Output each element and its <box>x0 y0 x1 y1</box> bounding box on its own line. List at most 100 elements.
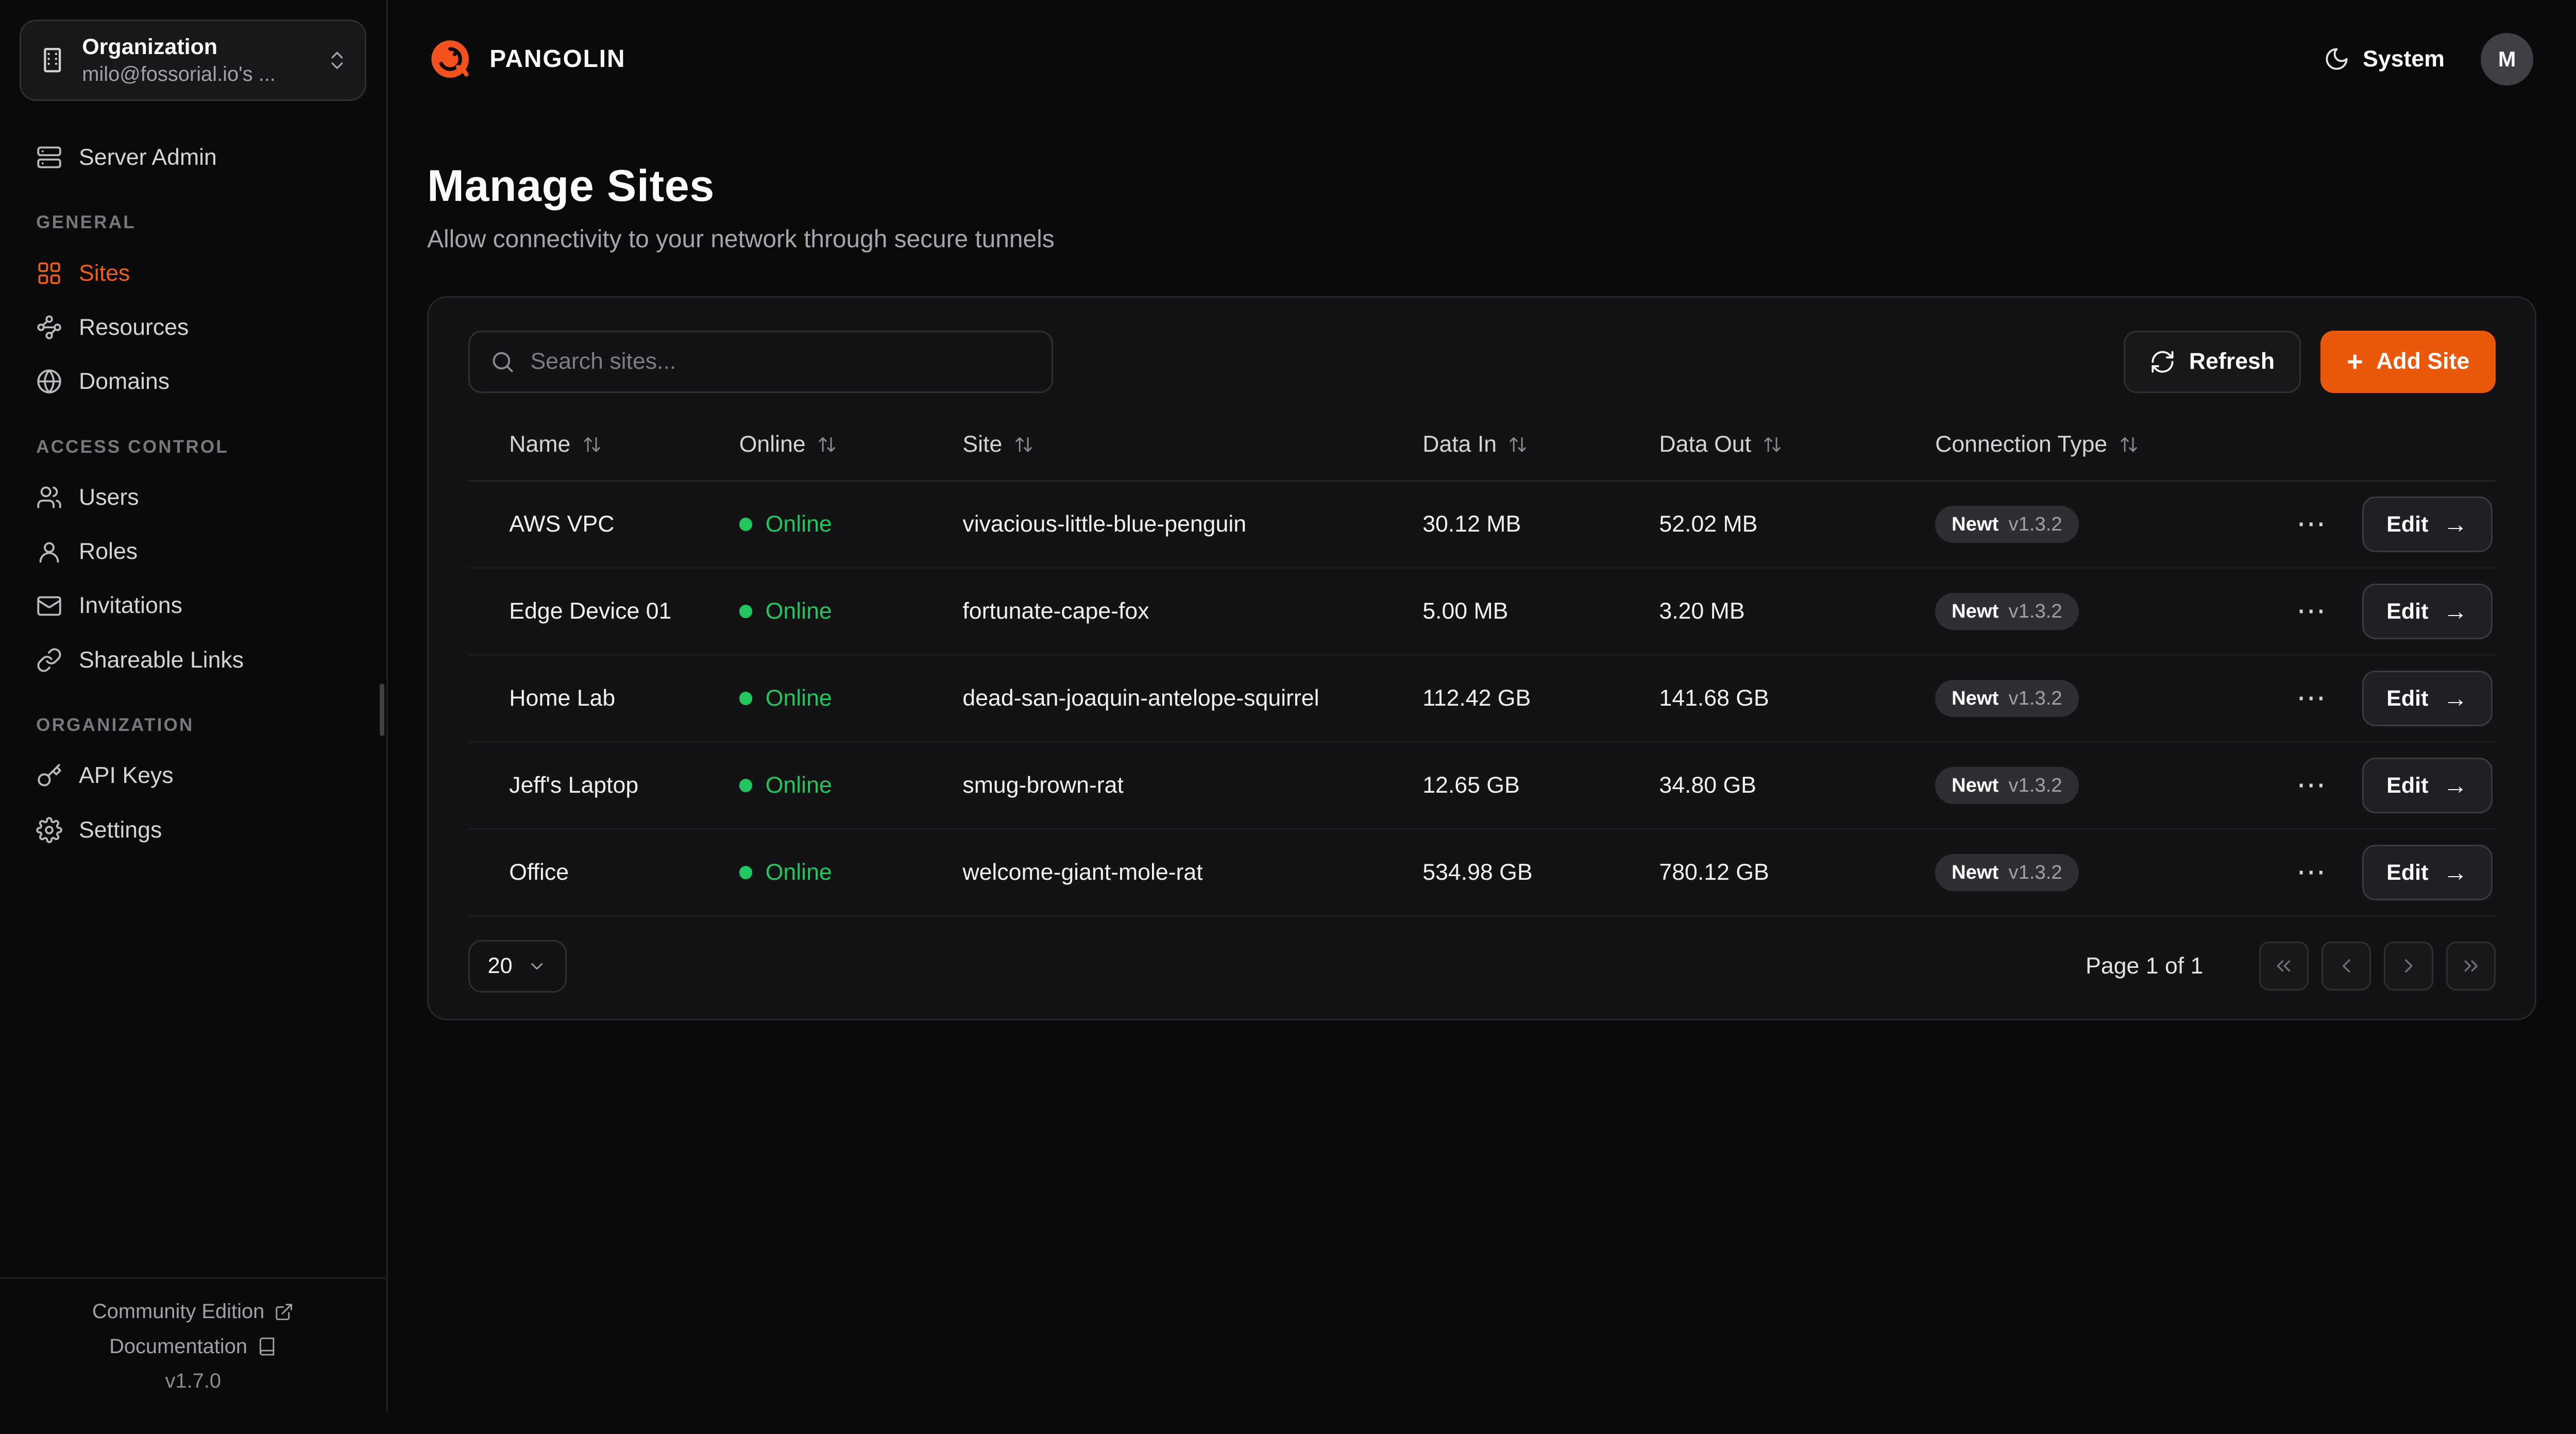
site-name: AWS VPC <box>509 511 615 537</box>
data-in-value: 12.65 GB <box>1422 773 1520 798</box>
brand-name: PANGOLIN <box>489 45 626 73</box>
moon-icon <box>2326 48 2348 70</box>
search-icon <box>493 352 513 372</box>
table-row: Home Lab Online dead-san-joaquin-antelop… <box>468 656 2496 743</box>
sidebar-footer: Community Edition Documentation v1.7.0 <box>0 1277 386 1412</box>
row-menu-button[interactable]: ⋯ <box>2290 767 2332 804</box>
book-icon <box>260 1337 275 1356</box>
previous-page-button[interactable] <box>2321 941 2371 991</box>
building-icon <box>44 48 61 73</box>
server-icon <box>37 146 61 168</box>
sidebar-item-resources[interactable]: Resources <box>20 300 366 354</box>
chevrons-left-icon <box>2277 960 2291 972</box>
page-size-select[interactable]: 20 <box>468 940 567 993</box>
sidebar-item-sites[interactable]: Sites <box>20 246 366 300</box>
chevron-down-icon <box>531 963 543 969</box>
org-switcher[interactable]: Organization milo@fossorial.io's ... <box>20 20 367 101</box>
row-menu-button[interactable]: ⋯ <box>2290 680 2332 716</box>
data-out-value: 3.20 MB <box>1659 599 1745 624</box>
arrow-right-icon: → <box>2443 598 2468 625</box>
site-online-status: Online <box>739 860 963 885</box>
first-page-button[interactable] <box>2259 941 2309 991</box>
site-slug: welcome-giant-mole-rat <box>962 860 1203 885</box>
row-menu-button[interactable]: ⋯ <box>2290 506 2332 542</box>
table-header-row: Name Online Site Data In <box>468 409 2496 482</box>
row-actions: ⋯ Edit → <box>2290 496 2496 553</box>
sort-icon <box>2120 437 2137 452</box>
gear-icon <box>36 817 62 843</box>
data-in-value: 534.98 GB <box>1422 860 1533 885</box>
site-slug: dead-san-joaquin-antelope-squirrel <box>962 686 1319 711</box>
next-page-button[interactable] <box>2384 941 2433 991</box>
sidebar-item-label: Server Admin <box>79 144 217 170</box>
online-dot-icon <box>739 605 753 618</box>
sidebar-item-settings[interactable]: Settings <box>20 803 366 857</box>
data-in-value: 5.00 MB <box>1422 599 1509 624</box>
column-header-name[interactable]: Name <box>509 432 739 457</box>
column-header-site[interactable]: Site <box>962 432 1422 457</box>
sidebar-item-roles[interactable]: Roles <box>20 525 366 579</box>
edit-button[interactable]: Edit → <box>2362 583 2493 640</box>
community-edition-label: Community Edition <box>92 1300 265 1323</box>
site-online-status: Online <box>739 773 963 798</box>
column-header-connection-type[interactable]: Connection Type <box>1935 432 2496 457</box>
sidebar-item-shareable-links[interactable]: Shareable Links <box>20 633 366 687</box>
sites-grid-icon <box>38 262 60 284</box>
sidebar-item-users[interactable]: Users <box>20 470 366 524</box>
sidebar: Organization milo@fossorial.io's ... Ser… <box>0 0 388 1413</box>
sidebar-item-domains[interactable]: Domains <box>20 354 366 408</box>
edit-button[interactable]: Edit → <box>2362 670 2493 727</box>
connection-type-cell: Newt v1.3.2 <box>1935 767 2290 804</box>
refresh-button[interactable]: Refresh <box>2123 330 2301 393</box>
row-menu-button[interactable]: ⋯ <box>2290 855 2332 891</box>
last-page-button[interactable] <box>2446 941 2496 991</box>
avatar[interactable]: M <box>2481 32 2534 86</box>
edit-button[interactable]: Edit → <box>2362 757 2493 814</box>
connection-type-cell: Newt v1.3.2 <box>1935 506 2290 543</box>
topbar: PANGOLIN System M <box>388 0 2576 118</box>
edit-button[interactable]: Edit → <box>2362 496 2493 553</box>
sidebar-scrollbar-thumb[interactable] <box>379 683 385 736</box>
section-title-general: GENERAL <box>36 212 136 233</box>
section-title-access-control: ACCESS CONTROL <box>36 436 229 457</box>
site-name: Edge Device 01 <box>509 599 672 624</box>
search-input[interactable] <box>530 349 1032 375</box>
sites-card: Refresh + Add Site Name <box>427 296 2537 1020</box>
column-header-online[interactable]: Online <box>739 432 963 457</box>
online-dot-icon <box>739 518 753 531</box>
column-header-data-in[interactable]: Data In <box>1422 432 1659 457</box>
arrow-right-icon: → <box>2443 772 2468 799</box>
sidebar-item-label: Invitations <box>79 593 182 619</box>
arrow-right-icon: → <box>2443 859 2468 886</box>
ellipsis-icon: ⋯ <box>2296 681 2326 715</box>
data-in-value: 112.42 GB <box>1422 686 1531 711</box>
documentation-link[interactable]: Documentation <box>109 1335 277 1358</box>
toolbar-actions: Refresh + Add Site <box>2123 330 2496 393</box>
sidebar-item-invitations[interactable]: Invitations <box>20 579 366 633</box>
sort-icon <box>819 437 835 452</box>
theme-toggle[interactable]: System <box>2324 46 2445 72</box>
main-area: PANGOLIN System M Manage Sites Allow con… <box>388 0 2576 1412</box>
sidebar-item-server-admin[interactable]: Server Admin <box>20 130 366 184</box>
ellipsis-icon: ⋯ <box>2296 769 2326 802</box>
documentation-label: Documentation <box>109 1335 248 1358</box>
sidebar-item-label: Users <box>79 484 139 510</box>
sidebar-item-api-keys[interactable]: API Keys <box>20 749 366 803</box>
site-online-status: Online <box>739 599 963 624</box>
connection-type-badge: Newt v1.3.2 <box>1935 680 2079 717</box>
external-link-icon <box>276 1304 293 1320</box>
add-site-label: Add Site <box>2376 349 2470 374</box>
brand: PANGOLIN <box>427 36 625 82</box>
sort-icon <box>1015 437 1032 452</box>
waypoints-icon <box>37 315 61 339</box>
site-online-status: Online <box>739 686 963 711</box>
connection-type-badge: Newt v1.3.2 <box>1935 767 2079 804</box>
add-site-button[interactable]: + Add Site <box>2320 330 2496 393</box>
ellipsis-icon: ⋯ <box>2296 856 2326 889</box>
column-header-data-out[interactable]: Data Out <box>1659 432 1935 457</box>
community-edition-link[interactable]: Community Edition <box>92 1300 294 1323</box>
edit-button[interactable]: Edit → <box>2362 844 2493 901</box>
org-switcher-subtitle: milo@fossorial.io's ... <box>82 63 276 86</box>
row-menu-button[interactable]: ⋯ <box>2290 593 2332 629</box>
refresh-label: Refresh <box>2189 349 2275 374</box>
